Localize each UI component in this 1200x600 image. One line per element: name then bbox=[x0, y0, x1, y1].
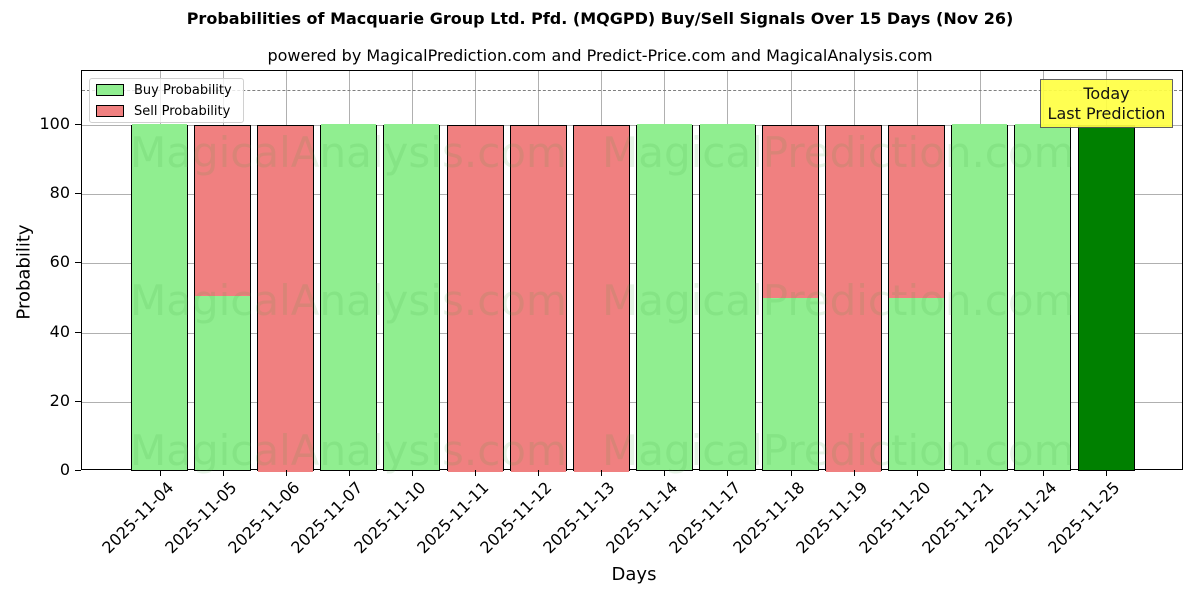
y-tick-label: 60 bbox=[49, 252, 70, 272]
y-tick-label: 80 bbox=[49, 183, 70, 203]
legend-buy-label: Buy Probability bbox=[134, 82, 232, 98]
buy-segment bbox=[952, 123, 1008, 470]
x-tick-mark bbox=[285, 470, 287, 476]
bar-2025-11-05 bbox=[194, 124, 252, 471]
y-tick-mark bbox=[75, 331, 81, 333]
x-tick-mark bbox=[727, 470, 729, 476]
x-tick-mark bbox=[664, 470, 666, 476]
legend-item-buy: Buy Probability bbox=[96, 82, 232, 98]
buy-segment bbox=[321, 123, 377, 470]
reference-line-dashed bbox=[82, 90, 1182, 92]
y-tick-label: 0 bbox=[59, 460, 70, 479]
x-tick-mark bbox=[1106, 470, 1107, 476]
gridline-horizontal bbox=[82, 401, 1182, 403]
bar-2025-11-19 bbox=[825, 124, 883, 472]
x-axis-title: Days bbox=[611, 564, 657, 585]
bar-2025-11-13 bbox=[572, 124, 630, 472]
sell-segment bbox=[447, 125, 503, 472]
gridline-horizontal bbox=[82, 124, 1182, 126]
gridline-horizontal bbox=[82, 263, 1182, 265]
x-tick-mark bbox=[411, 470, 413, 476]
x-tick-mark bbox=[916, 470, 918, 476]
x-tick-mark bbox=[979, 470, 981, 476]
bar-2025-11-24 bbox=[1014, 123, 1072, 471]
bar-2025-11-04 bbox=[131, 123, 188, 471]
bar-2025-11-21 bbox=[951, 123, 1009, 471]
y-tick-mark bbox=[75, 193, 81, 195]
y-tick-label: 40 bbox=[49, 321, 70, 341]
y-axis-title: Probability bbox=[13, 224, 35, 320]
buy-segment bbox=[384, 123, 440, 470]
x-tick-mark bbox=[790, 470, 792, 476]
sell-segment bbox=[763, 125, 818, 301]
y-tick-mark bbox=[75, 123, 81, 125]
sell-segment bbox=[195, 125, 251, 299]
bar-2025-11-10 bbox=[383, 123, 441, 471]
sell-segment bbox=[510, 125, 566, 472]
gridline-horizontal bbox=[82, 332, 1182, 334]
bar-2025-11-14 bbox=[635, 123, 693, 471]
bar-2025-11-20 bbox=[888, 124, 946, 471]
y-tick-mark bbox=[75, 400, 81, 402]
today-annotation: Today Last Prediction bbox=[1040, 79, 1173, 128]
x-tick-mark bbox=[538, 470, 540, 476]
x-tick-mark bbox=[853, 470, 855, 476]
x-tick-mark bbox=[475, 470, 476, 476]
legend-item-sell: Sell Probability bbox=[96, 103, 230, 119]
buy-segment bbox=[763, 298, 818, 470]
chart-subtitle: powered by MagicalPrediction.com and Pre… bbox=[267, 46, 933, 65]
y-tick-label: 20 bbox=[49, 390, 70, 410]
chart-title: Probabilities of Macquarie Group Ltd. Pf… bbox=[186, 9, 1014, 28]
plot-area bbox=[81, 70, 1183, 472]
buy-segment bbox=[1015, 123, 1071, 470]
sell-swatch-icon bbox=[96, 105, 124, 117]
x-tick-mark bbox=[222, 470, 224, 476]
x-tick-mark bbox=[601, 470, 603, 476]
buy-segment bbox=[889, 298, 945, 470]
buy-swatch-icon bbox=[96, 84, 124, 96]
y-tick-mark bbox=[75, 262, 81, 264]
sell-segment bbox=[889, 125, 945, 301]
y-tick-label: 100 bbox=[39, 113, 70, 133]
sell-segment bbox=[258, 125, 314, 472]
bar-2025-11-11 bbox=[446, 124, 504, 472]
legend: Buy Probability Sell Probability bbox=[89, 78, 244, 123]
x-tick-mark bbox=[1042, 470, 1044, 476]
bar-today bbox=[1077, 124, 1135, 471]
bar-2025-11-06 bbox=[257, 124, 315, 472]
gridline-horizontal bbox=[82, 194, 1182, 196]
buy-segment bbox=[132, 123, 187, 470]
bar-2025-11-12 bbox=[509, 124, 567, 472]
x-tick-mark bbox=[159, 470, 161, 476]
bar-2025-11-07 bbox=[320, 123, 378, 471]
bar-2025-11-17 bbox=[698, 123, 756, 471]
sell-segment bbox=[826, 125, 882, 472]
bar-2025-11-18 bbox=[762, 124, 819, 471]
annotation-line-2: Last Prediction bbox=[1047, 104, 1166, 123]
y-tick-mark bbox=[75, 470, 81, 471]
buy-segment bbox=[699, 123, 755, 470]
buy-segment bbox=[636, 123, 692, 470]
annotation-line-1: Today bbox=[1083, 84, 1130, 103]
buy-segment bbox=[195, 296, 251, 470]
sell-segment bbox=[573, 125, 629, 472]
legend-sell-label: Sell Probability bbox=[134, 103, 231, 119]
x-tick-mark bbox=[348, 470, 350, 476]
